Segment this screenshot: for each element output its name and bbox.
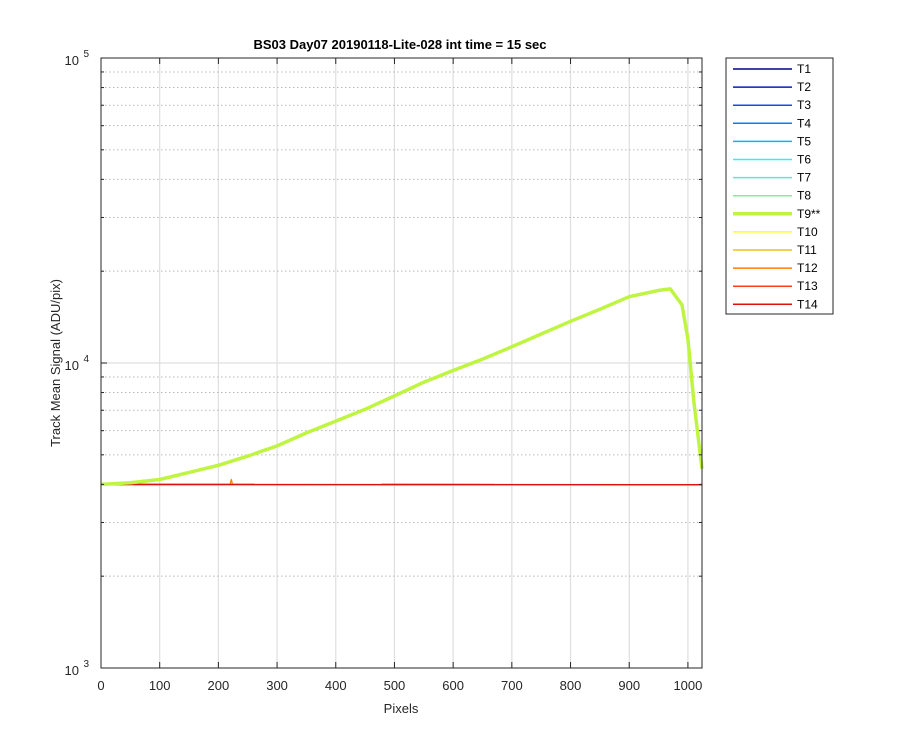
y-tick-exponent: 3 [83,659,89,670]
x-tick-label: 0 [97,678,104,693]
x-tick-label: 700 [501,678,523,693]
series-lines [100,287,704,487]
legend-label: T2 [797,80,811,94]
y-tick-exponent: 5 [83,49,89,60]
chart-title: BS03 Day07 20190118-Lite-028 int time = … [253,37,546,52]
legend-label: T9** [797,207,821,221]
x-tick-label: 900 [618,678,640,693]
x-tick-label: 100 [149,678,171,693]
x-tick-label: 500 [384,678,406,693]
legend-label: T1 [797,62,811,76]
legend-label: T13 [797,279,818,293]
y-tick-exponent: 4 [83,354,89,365]
legend-label: T14 [797,297,818,311]
x-tick-label: 800 [560,678,582,693]
x-tick-label: 400 [325,678,347,693]
y-axis-label: Track Mean Signal (ADU/pix) [48,279,63,447]
legend-label: T11 [797,243,817,257]
grid-lines [101,58,702,668]
axis-ticks: 0 100 200 300 400 500 600 700 800 900 1000 10 3 10 4 10… [65,49,703,693]
series-line-t9 [100,287,704,487]
legend-label: T7 [797,171,811,185]
y-tick-label: 10 [65,663,79,678]
legend-label: T10 [797,225,818,239]
legend-label: T8 [797,189,811,203]
legend-label: T3 [797,98,811,112]
legend-label: T5 [797,134,811,148]
x-tick-label: 600 [442,678,464,693]
legend: T1 T2 T3 T4 T5 T6 T7 T8 T9** T10 T11 T12 T13 T14 [725,57,834,315]
legend-label: T4 [797,116,811,130]
legend-label: T6 [797,153,811,167]
legend-label: T12 [797,261,818,275]
y-tick-label: 10 [65,53,79,68]
x-axis-label: Pixels [384,701,419,716]
y-tick-label: 10 [65,358,79,373]
x-tick-label: 300 [266,678,288,693]
legend-box [725,57,834,315]
x-tick-label: 200 [208,678,230,693]
x-tick-label: 1000 [673,678,702,693]
